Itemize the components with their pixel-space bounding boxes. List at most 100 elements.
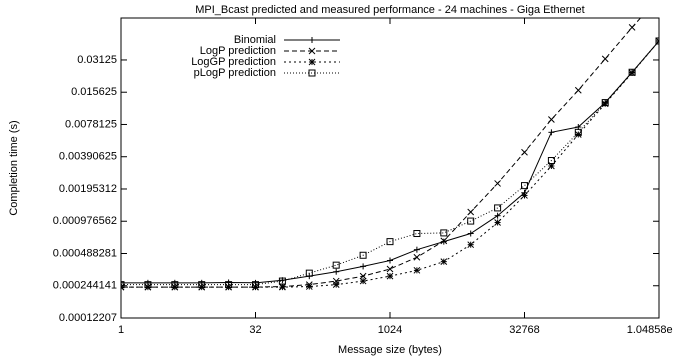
marker xyxy=(628,23,636,31)
y-tick-label: 0.000976562 xyxy=(53,215,117,227)
y-tick-label: 0.0078125 xyxy=(65,118,117,130)
marker-stroke xyxy=(440,237,448,245)
marker xyxy=(386,265,394,273)
marker-square xyxy=(305,269,313,277)
marker xyxy=(548,116,555,123)
marker-stroke xyxy=(171,283,179,291)
marker xyxy=(413,246,420,253)
marker-stroke xyxy=(574,86,582,94)
marker xyxy=(547,157,555,165)
marker-square xyxy=(440,229,448,237)
marker xyxy=(121,283,125,291)
marker xyxy=(332,281,340,288)
marker-stroke xyxy=(198,283,206,291)
marker-square xyxy=(198,281,206,289)
marker-stroke xyxy=(628,23,636,31)
marker xyxy=(521,192,528,199)
legend-label: LogP prediction xyxy=(200,45,276,57)
marker xyxy=(521,148,528,156)
y-tick-label: 0.015625 xyxy=(71,86,117,98)
marker-square xyxy=(494,204,502,212)
marker xyxy=(440,237,448,245)
marker xyxy=(387,257,393,264)
series-line xyxy=(121,40,659,286)
y-axis-label: Completion time (s) xyxy=(8,120,20,215)
marker xyxy=(360,263,367,270)
marker xyxy=(467,217,475,225)
marker-square xyxy=(171,281,179,289)
marker-stroke xyxy=(359,272,367,280)
marker-square xyxy=(144,281,152,289)
marker xyxy=(308,69,316,77)
y-tick-label: 0.000488281 xyxy=(53,247,117,259)
marker xyxy=(225,281,233,289)
marker-stroke xyxy=(308,58,316,66)
marker-square xyxy=(359,251,367,259)
marker-stroke xyxy=(440,258,448,265)
x-tick-label: 32768 xyxy=(509,324,540,336)
marker-stroke xyxy=(467,241,475,249)
marker xyxy=(305,269,313,277)
plot-area xyxy=(121,18,659,291)
marker xyxy=(359,277,367,285)
marker xyxy=(198,281,206,289)
marker-stroke xyxy=(655,37,659,42)
marker-square xyxy=(308,69,316,77)
legend-label: LogGP prediction xyxy=(191,56,276,68)
marker xyxy=(279,283,286,291)
marker-stroke xyxy=(386,265,394,273)
y-tick-label: 0.00012207 xyxy=(59,312,117,324)
marker xyxy=(521,182,528,190)
marker xyxy=(467,241,475,249)
y-tick-label: 0.00195312 xyxy=(59,183,117,195)
marker xyxy=(359,272,367,280)
y-tick-label: 0.03125 xyxy=(77,54,117,66)
chart-title: MPI_Bcast predicted and measured perform… xyxy=(195,4,584,16)
marker-square xyxy=(628,68,636,76)
x-tick-label: 1024 xyxy=(378,324,402,336)
marker-stroke xyxy=(252,283,259,291)
marker xyxy=(121,279,124,286)
series-line xyxy=(121,18,642,288)
marker xyxy=(574,86,582,94)
marker xyxy=(494,180,501,187)
marker-stroke xyxy=(521,192,528,199)
marker-stroke xyxy=(225,283,232,291)
marker xyxy=(386,272,394,280)
marker-stroke xyxy=(413,253,421,261)
marker-stroke xyxy=(655,40,659,45)
marker xyxy=(309,37,315,43)
marker-square xyxy=(655,37,659,45)
marker xyxy=(655,37,659,45)
marker-stroke xyxy=(574,131,582,138)
marker xyxy=(359,251,367,259)
x-tick-label: 32 xyxy=(249,324,261,336)
marker-square xyxy=(386,238,394,246)
marker xyxy=(413,253,421,261)
marker xyxy=(467,208,475,216)
marker-stroke xyxy=(548,116,555,123)
marker-stroke xyxy=(359,277,367,285)
marker xyxy=(333,268,340,275)
marker xyxy=(601,99,609,107)
marker-square xyxy=(521,182,528,190)
marker xyxy=(494,219,501,226)
marker-square xyxy=(278,277,286,285)
marker xyxy=(308,47,316,55)
marker xyxy=(467,230,474,237)
marker xyxy=(413,266,421,274)
marker-stroke xyxy=(467,208,475,216)
marker-stroke xyxy=(121,283,125,288)
marker xyxy=(308,58,316,66)
marker-stroke xyxy=(494,180,501,187)
marker-stroke xyxy=(413,266,421,274)
marker xyxy=(548,129,555,136)
marker xyxy=(494,212,501,219)
marker xyxy=(144,281,152,289)
marker xyxy=(252,281,259,289)
marker-square xyxy=(252,281,259,289)
marker xyxy=(386,238,394,246)
marker-square xyxy=(332,261,340,269)
